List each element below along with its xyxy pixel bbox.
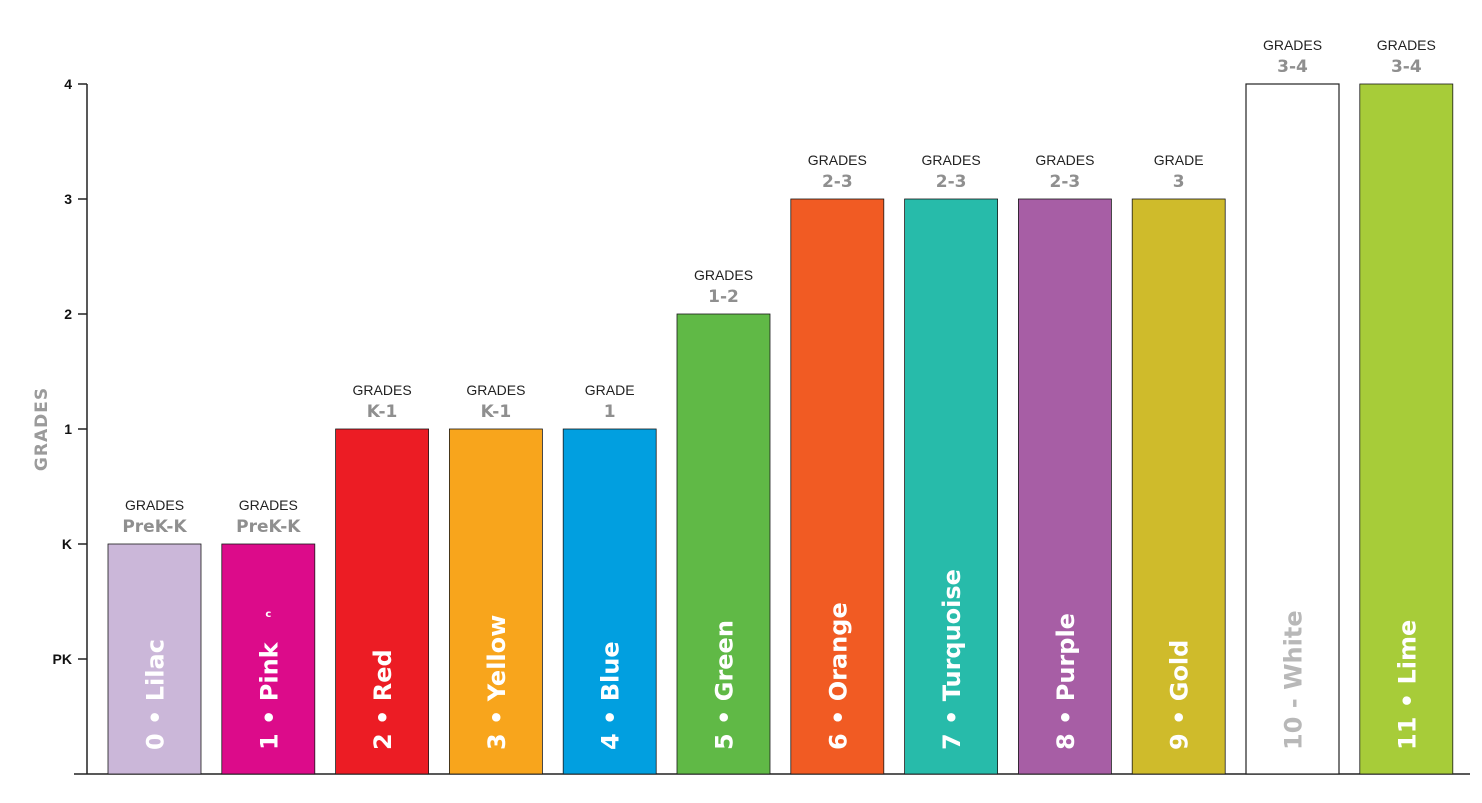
bar-group: 11 • Lime GRADES 3-4 [1359,37,1454,775]
grade-top-label: GRADES [694,267,753,283]
grade-top-label: GRADES [125,497,184,513]
grade-range-label: 2-3 [1050,172,1081,192]
bar-label: 11 • Lime [1393,620,1421,750]
bar-label: 2 • Red [369,649,397,750]
bar-group: 0 • Lilac GRADES PreK-K [107,497,202,775]
bar [1131,198,1226,775]
grade-range-label: K-1 [481,402,512,422]
bar [904,198,998,775]
bar-label: 0 • Lilac [142,639,170,750]
grade-range-label: 1 [604,402,616,422]
bar-label: 3 • Yellow [483,615,511,750]
bar-group: 10 - White GRADES 3-4 [1245,37,1340,775]
y-tick-label: 1 [64,421,72,437]
grade-range-label: 3-4 [1277,57,1308,77]
grade-range-label: 1-2 [708,287,739,307]
grade-range-label: K-1 [367,402,398,422]
bar [562,428,657,775]
bar-group: 9 • Gold GRADE 3 [1131,152,1226,775]
bar-label: 4 • Blue [597,641,625,750]
bar-group: 3 • Yellow GRADES K-1 [448,382,543,775]
bar-label: 8 • Purple [1052,613,1080,750]
bar-group: 8 • Purple GRADES 2-3 [1018,152,1112,775]
bar-label: 7 • Turquoise [938,569,966,750]
grade-top-label: GRADES [1377,37,1436,53]
grade-top-label: GRADES [922,152,981,168]
bar-group: 1 • Pink GRADES PreK-K c [221,497,316,775]
bar-group: 4 • Blue GRADE 1 [562,382,657,775]
bar [1245,83,1340,775]
grade-top-label: GRADES [353,382,412,398]
bar-group: 6 • Orange GRADES 2-3 [790,152,885,775]
y-axis-title: GRADES [32,387,52,471]
grade-top-label: GRADES [1263,37,1322,53]
grade-range-label: PreK-K [236,517,301,537]
bar [676,313,771,775]
grade-range-label: 2-3 [936,172,967,192]
bar [448,428,543,775]
grade-top-label: GRADES [1035,152,1094,168]
bar [107,543,202,775]
y-tick-label: PK [53,651,72,667]
grade-range-label: 3-4 [1391,57,1422,77]
y-tick-label: 4 [64,76,72,92]
grade-range-label: 3 [1173,172,1185,192]
grade-range-label: 2-3 [822,172,853,192]
grade-top-label: GRADES [466,382,525,398]
grade-top-label: GRADES [239,497,298,513]
y-tick-label: K [62,536,72,552]
bar-label: 1 • Pink [255,641,283,750]
bar-label: 10 - White [1280,610,1308,750]
bar [1018,198,1112,775]
bar-group: 7 • Turquoise GRADES 2-3 [904,152,998,775]
bar [1359,83,1454,775]
bar [335,428,430,775]
grade-range-label: PreK-K [122,517,187,537]
bar-label: 9 • Gold [1166,640,1194,750]
bar [790,198,885,775]
bar-group: 5 • Green GRADES 1-2 [676,267,771,775]
bar-label: 5 • Green [711,620,739,750]
y-axis-ticks: PK K 1 2 3 4 [53,76,87,667]
y-tick-label: 2 [64,306,72,322]
bars-group: 0 • Lilac GRADES PreK-K 1 • Pink GRADES PreK-… [107,37,1454,775]
y-tick-label: 3 [64,191,72,207]
bar-group: 2 • Red GRADES K-1 [335,382,430,775]
bar-note: c [265,609,271,620]
grade-top-label: GRADE [1154,152,1204,168]
bar [221,543,316,775]
bar-label: 6 • Orange [824,602,852,750]
grade-top-label: GRADE [585,382,635,398]
grade-top-label: GRADES [808,152,867,168]
